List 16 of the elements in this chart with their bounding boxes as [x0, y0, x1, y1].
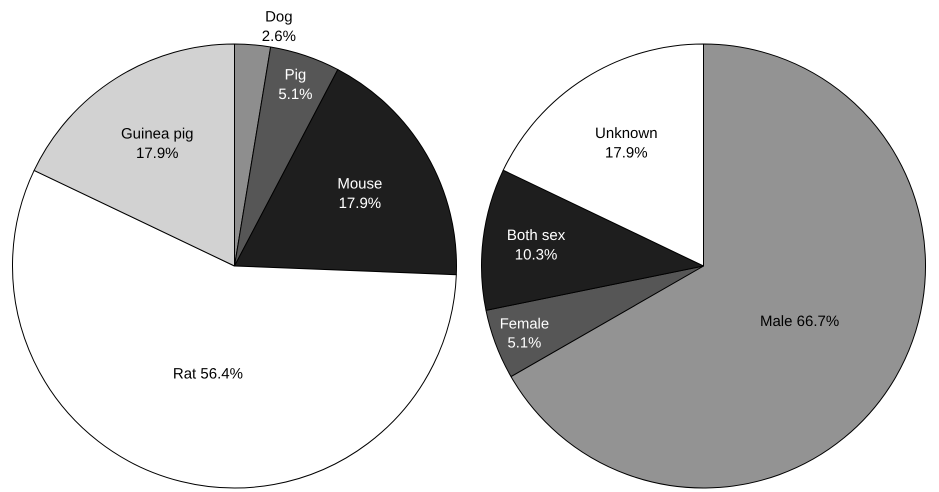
slice-label: Female: [500, 316, 550, 332]
data-label: 2.6%: [262, 28, 296, 45]
slice-label: Both sex: [506, 227, 566, 244]
slice-label: Dog: [265, 8, 293, 26]
slice-label: Pig: [284, 66, 306, 84]
slice-label: Mouse: [337, 175, 382, 192]
data-label: 17.9%: [605, 144, 648, 162]
slice-label: Guinea pig: [120, 125, 194, 142]
data-label: 5.1%: [278, 86, 313, 103]
slice-label: Male 66.7%: [760, 313, 840, 330]
data-label: 5.1%: [508, 336, 542, 352]
data-label: 10.3%: [514, 246, 558, 264]
slice-label: Unknown: [595, 125, 658, 142]
data-label: 17.9%: [136, 144, 179, 162]
data-label: 17.9%: [338, 194, 382, 212]
slice-label: Rat 56.4%: [172, 365, 243, 382]
